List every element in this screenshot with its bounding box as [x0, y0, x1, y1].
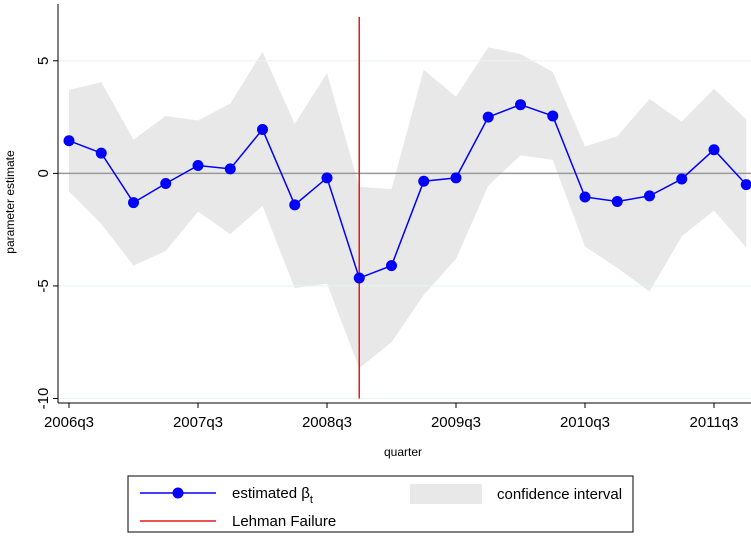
confidence-band: [69, 47, 747, 369]
data-point: [450, 172, 462, 184]
data-point: [708, 144, 720, 156]
legend-label-main: estimated β: [232, 485, 310, 502]
y-tick-label: 0: [35, 169, 52, 177]
data-point: [386, 260, 397, 272]
y-axis-label: parameter estimate: [3, 150, 17, 254]
data-point: [611, 196, 623, 207]
data-point: [579, 191, 591, 203]
data-point: [224, 163, 236, 175]
data-point: [418, 175, 430, 187]
legend-label: estimated βt: [232, 485, 313, 506]
data-point: [192, 159, 204, 171]
x-axis-label: quarter: [384, 445, 422, 459]
series-line: [68, 103, 747, 280]
legend-box: [127, 475, 634, 533]
x-tick-label: 2008q3: [302, 414, 352, 431]
data-point: [289, 199, 301, 211]
y-tick-label: 5: [35, 57, 52, 65]
legend-label-sub: t: [310, 494, 313, 506]
legend-band: [410, 484, 482, 504]
data-point: [676, 173, 688, 185]
data-point: [482, 111, 494, 123]
x-tick-label: 2009q3: [431, 414, 481, 431]
x-tick-label: 2010q3: [560, 414, 610, 431]
legend-marker: [172, 487, 184, 499]
data-point: [644, 190, 655, 202]
y-tick-label: -10: [35, 388, 52, 410]
x-tick-label: 2011q3: [690, 414, 739, 431]
data-point: [63, 135, 75, 147]
data-point: [95, 147, 107, 159]
x-tick-label: 2007q3: [173, 414, 223, 431]
data-point: [160, 177, 172, 189]
data-point: [128, 197, 139, 209]
data-point: [353, 272, 365, 284]
data-point: [257, 123, 268, 135]
y-tick-label: -5: [35, 279, 52, 292]
data-point: [515, 99, 526, 111]
data-point: [740, 179, 751, 191]
data-point: [321, 172, 333, 184]
legend-label: confidence interval: [497, 486, 622, 503]
legend-label: Lehman Failure: [232, 513, 336, 530]
data-point: [547, 110, 559, 122]
x-tick-label: 2006q3: [44, 414, 94, 431]
